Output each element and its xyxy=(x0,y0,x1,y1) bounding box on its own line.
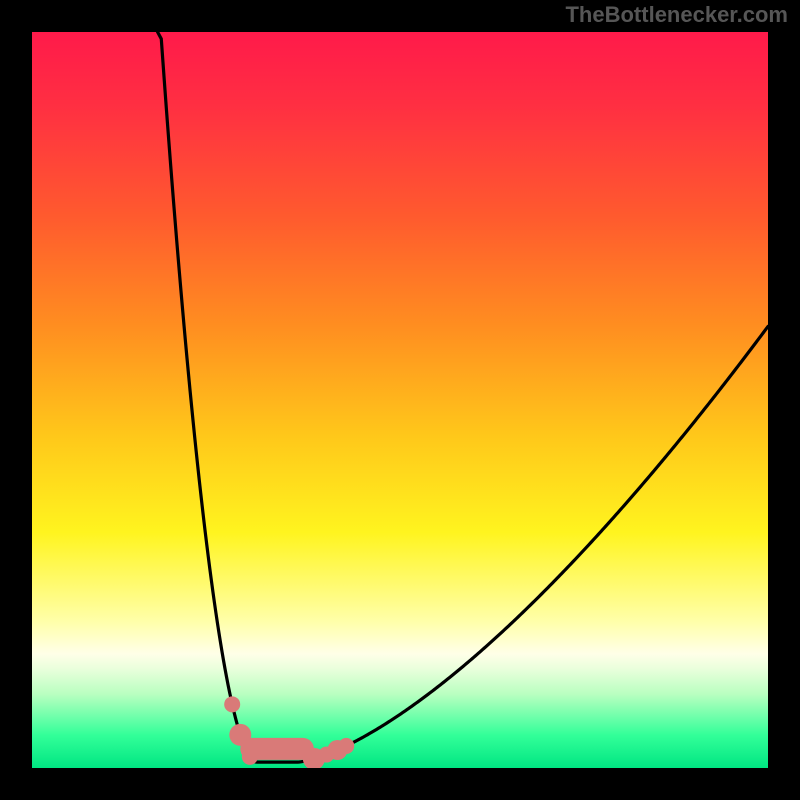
bottleneck-curve xyxy=(158,32,768,762)
watermark-label: TheBottlenecker.com xyxy=(565,2,788,28)
curve-marker xyxy=(229,724,251,746)
outer-frame: TheBottlenecker.com xyxy=(0,0,800,800)
frame-border xyxy=(0,0,800,800)
curve-marker xyxy=(224,696,240,712)
curve-marker xyxy=(242,749,258,765)
chart-svg xyxy=(0,0,800,800)
curve-marker xyxy=(338,738,354,754)
